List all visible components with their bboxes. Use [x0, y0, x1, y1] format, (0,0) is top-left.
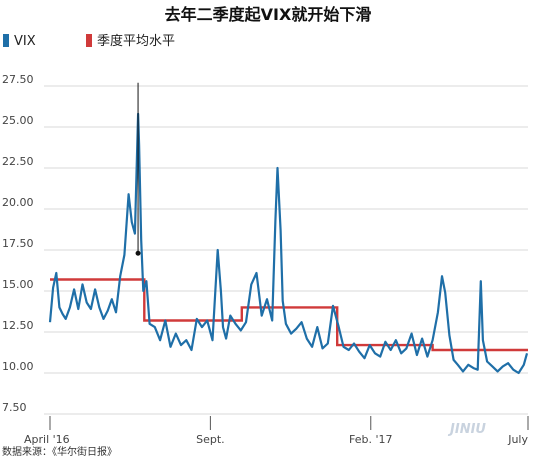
x-tick-label: April '16 — [24, 433, 70, 446]
x-axis: April '16 Sept. Feb. '17 July — [24, 416, 529, 446]
quarterly-average-line — [50, 278, 528, 352]
y-tick-label: 20.00 — [2, 196, 34, 209]
x-tick-label: July — [507, 433, 528, 446]
y-tick-label: 17.50 — [2, 237, 34, 250]
annotations — [135, 82, 141, 256]
y-tick-label: 15.00 — [2, 278, 34, 291]
gridlines — [44, 85, 528, 415]
x-tick-label: Sept. — [196, 433, 225, 446]
x-tick-label: Feb. '17 — [349, 433, 393, 446]
y-tick-label: 10.00 — [2, 360, 34, 373]
watermark: JINIU — [447, 422, 486, 437]
legend-label-quarterly-average: 季度平均水平 — [97, 33, 175, 49]
legend-swatch-vix — [3, 34, 9, 47]
quarterly-average-series — [50, 278, 528, 352]
y-axis: 27.50 25.00 22.50 20.00 17.50 15.00 12.50 10.00… — [2, 73, 34, 414]
annotation-marker-dot — [135, 250, 141, 256]
y-tick-label: 25.00 — [2, 114, 34, 127]
legend-label-vix: VIX — [14, 34, 36, 49]
source-note: 数据来源：《华尔街日报》 — [2, 445, 117, 458]
y-tick-label: 7.50 — [2, 401, 27, 414]
y-tick-label: 27.50 — [2, 73, 34, 86]
y-tick-label: 22.50 — [2, 155, 34, 168]
y-tick-label: 12.50 — [2, 319, 34, 332]
chart-title: 去年二季度起VIX就开始下滑 — [165, 5, 372, 24]
vix-series-line — [48, 112, 529, 375]
legend-swatch-quarterly-average — [86, 34, 92, 47]
